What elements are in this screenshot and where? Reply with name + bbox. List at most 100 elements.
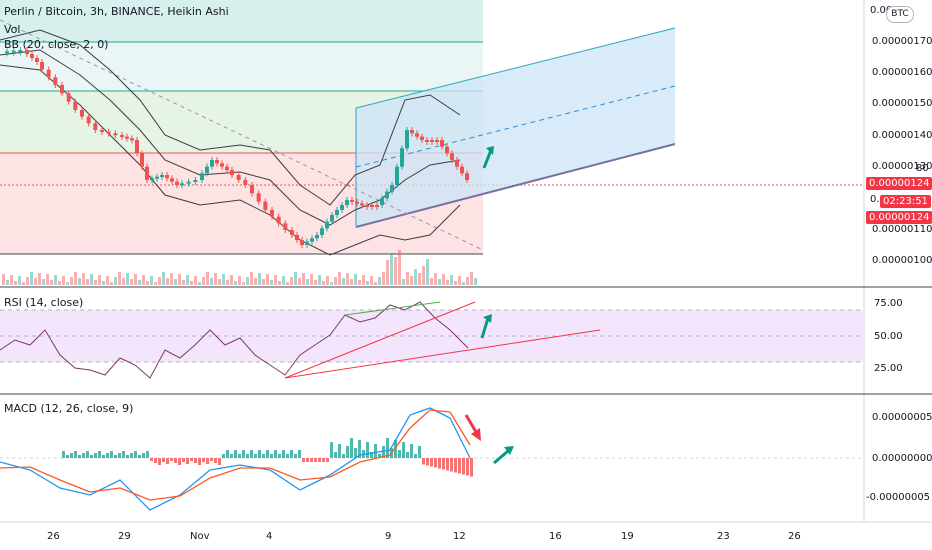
volume-bar [278, 281, 281, 285]
candle-body [35, 58, 39, 62]
macd-histogram-bar [94, 453, 97, 458]
candle-body [140, 153, 144, 167]
price-tick-0: 0.00000170 [872, 36, 932, 47]
candle-body [25, 50, 29, 54]
volume-bar [346, 273, 349, 285]
candle-body [450, 153, 454, 160]
time-tick-nov: Nov [190, 531, 210, 542]
volume-bar [318, 275, 321, 285]
rsi-line [0, 301, 469, 379]
candle-body [400, 148, 404, 167]
volume-bar [74, 272, 77, 285]
macd-histogram-bar [294, 454, 297, 458]
volume-bar [474, 278, 477, 285]
channel-mid [355, 85, 676, 168]
macd-histogram-bar [130, 453, 133, 458]
macd-histogram-bar [110, 451, 113, 458]
macd-histogram-bar [338, 444, 341, 458]
last-price-badge: 0.00000124 [866, 211, 932, 224]
volume-bar [186, 275, 189, 285]
macd-histogram-bar [178, 458, 181, 465]
macd-histogram-bar [302, 458, 305, 462]
candle-body [193, 180, 198, 182]
candle-body [225, 166, 229, 170]
candle-body [390, 185, 394, 192]
time-tick-12: 12 [453, 531, 466, 542]
candle-body [290, 230, 294, 235]
candle-body [66, 93, 71, 102]
volume-bar [42, 279, 45, 285]
candle-body [125, 136, 129, 139]
volume-bar [10, 275, 13, 285]
macd-histogram-bar [122, 451, 125, 458]
candle-body [106, 131, 111, 134]
currency-badge[interactable]: BTC [886, 6, 914, 23]
candle-body [11, 50, 16, 53]
bb-lower [0, 64, 461, 256]
volume-bar [334, 277, 337, 285]
volume-bar [70, 277, 73, 285]
macd-histogram-bar [398, 450, 401, 458]
volume-bar [38, 273, 41, 285]
candle-body [315, 235, 319, 239]
candle-body [135, 140, 139, 154]
volume-bar [454, 281, 457, 285]
time-tick-16: 16 [549, 531, 562, 542]
candle-body [425, 140, 429, 142]
zone-teal [0, 0, 483, 42]
macd-histogram-bar [446, 458, 449, 471]
volume-bar [222, 274, 225, 285]
candle-body [445, 146, 449, 154]
macd-histogram-bar [322, 458, 325, 462]
macd-histogram-bar [202, 458, 205, 462]
macd-histogram-bar [406, 452, 409, 458]
macd-histogram-bar [374, 444, 377, 458]
volume-bar [46, 274, 49, 285]
candle-body [455, 160, 459, 167]
macd-histogram-bar [310, 458, 313, 462]
macd-histogram-bar [410, 444, 413, 458]
rsi-legend: RSI (14, close) [4, 296, 84, 309]
volume-bar [198, 282, 201, 285]
time-tick-29: 29 [118, 531, 131, 542]
volume-bar [98, 275, 101, 285]
macd-histogram-bar [422, 458, 425, 465]
volume-bar [442, 274, 445, 285]
volume-bar [382, 272, 385, 285]
macd-histogram-bar [246, 454, 249, 458]
macd-histogram-bar [454, 458, 457, 473]
candle-body [243, 180, 248, 185]
macd-histogram-bar [166, 458, 169, 464]
macd-histogram-bar [162, 458, 165, 462]
macd-histogram-bar [298, 450, 301, 458]
volume-bar [18, 276, 21, 285]
macd-histogram-bar [126, 455, 129, 458]
macd-histogram-bar [254, 454, 257, 458]
price-tick-1: 0.00000160 [872, 67, 932, 78]
candle-body [283, 223, 288, 230]
macd-histogram-bar [402, 442, 405, 458]
candle-body [440, 140, 444, 147]
candle-body [220, 163, 224, 167]
time-tick-26b: 26 [788, 531, 801, 542]
volume-bar [342, 278, 345, 285]
macd-histogram-bar [222, 454, 225, 458]
macd-histogram-bar [262, 454, 265, 458]
macd-histogram-bar [466, 458, 469, 476]
candle-body [370, 205, 374, 207]
candle-body [40, 62, 44, 70]
volume-bar [26, 277, 29, 285]
channel-upper [355, 27, 676, 109]
macd-histogram-bar [314, 458, 317, 462]
candle-body [375, 205, 379, 207]
macd-histogram-bar [118, 453, 121, 458]
volume-bar [82, 273, 85, 285]
candle-body [230, 170, 234, 175]
candle-body [360, 203, 364, 206]
volume-bar [206, 272, 209, 285]
volume-bar [470, 272, 473, 285]
volume-bar [446, 280, 449, 285]
candle-body [175, 181, 179, 185]
arrow-up-price [482, 149, 493, 169]
